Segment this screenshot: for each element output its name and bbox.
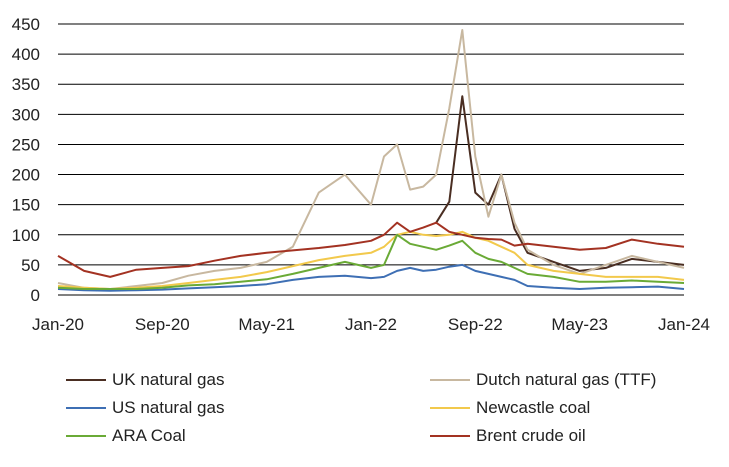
legend-label: UK natural gas [112, 370, 225, 389]
y-tick-label: 50 [21, 256, 40, 275]
legend-swatch [430, 407, 470, 409]
legend: UK natural gas Dutch natural gas (TTF) US … [0, 362, 729, 462]
legend-item: US natural gas [66, 394, 224, 422]
legend-label: Dutch natural gas (TTF) [476, 370, 657, 389]
x-axis-ticks: Jan-20 Sep-20 May-21 Jan-22 Sep-22 May-23 Jan-… [32, 315, 710, 334]
legend-label: US natural gas [112, 398, 225, 417]
y-tick-label: 200 [12, 166, 40, 185]
gridlines [58, 23, 684, 296]
x-tick-label: May-23 [551, 315, 608, 334]
x-tick-label: Sep-22 [448, 315, 503, 334]
legend-label: ARA Coal [112, 426, 186, 445]
legend-item: UK natural gas [66, 366, 224, 394]
legend-item: ARA Coal [66, 422, 186, 450]
series-lines [57, 29, 685, 292]
y-tick-label: 400 [12, 45, 40, 64]
y-tick-label: 450 [12, 15, 40, 34]
legend-item: Brent crude oil [430, 422, 586, 450]
y-tick-label: 100 [12, 226, 40, 245]
legend-label: Newcastle coal [476, 398, 591, 417]
legend-swatch [430, 435, 470, 437]
x-tick-label: Sep-20 [135, 315, 190, 334]
legend-item: Dutch natural gas (TTF) [430, 366, 656, 394]
series-line-brent-crude-oil [57, 221, 685, 278]
x-tick-label: Jan-24 [658, 315, 710, 334]
y-tick-label: 150 [12, 196, 40, 215]
y-tick-label: 300 [12, 105, 40, 124]
y-tick-label: 350 [12, 75, 40, 94]
series-line-dutch-natural-gas-ttf [57, 29, 685, 290]
legend-item: Newcastle coal [430, 394, 590, 422]
series-line-uk-natural-gas [435, 95, 685, 272]
legend-swatch [66, 435, 106, 437]
legend-swatch [66, 407, 106, 409]
x-tick-label: Jan-20 [32, 315, 84, 334]
y-axis-ticks: 0 50 100 150 200 250 300 350 400 450 [12, 15, 40, 305]
x-tick-label: Jan-22 [345, 315, 397, 334]
legend-swatch [66, 379, 106, 381]
line-chart: 0 50 100 150 200 250 300 350 400 450 Jan-20 Sep-20… [12, 15, 710, 334]
y-tick-label: 0 [31, 286, 40, 305]
y-tick-label: 250 [12, 135, 40, 154]
legend-swatch [430, 379, 470, 381]
series-line-ara-coal [57, 233, 685, 290]
series-line-us-natural-gas [57, 263, 685, 292]
legend-label: Brent crude oil [476, 426, 586, 445]
x-tick-label: May-21 [238, 315, 295, 334]
